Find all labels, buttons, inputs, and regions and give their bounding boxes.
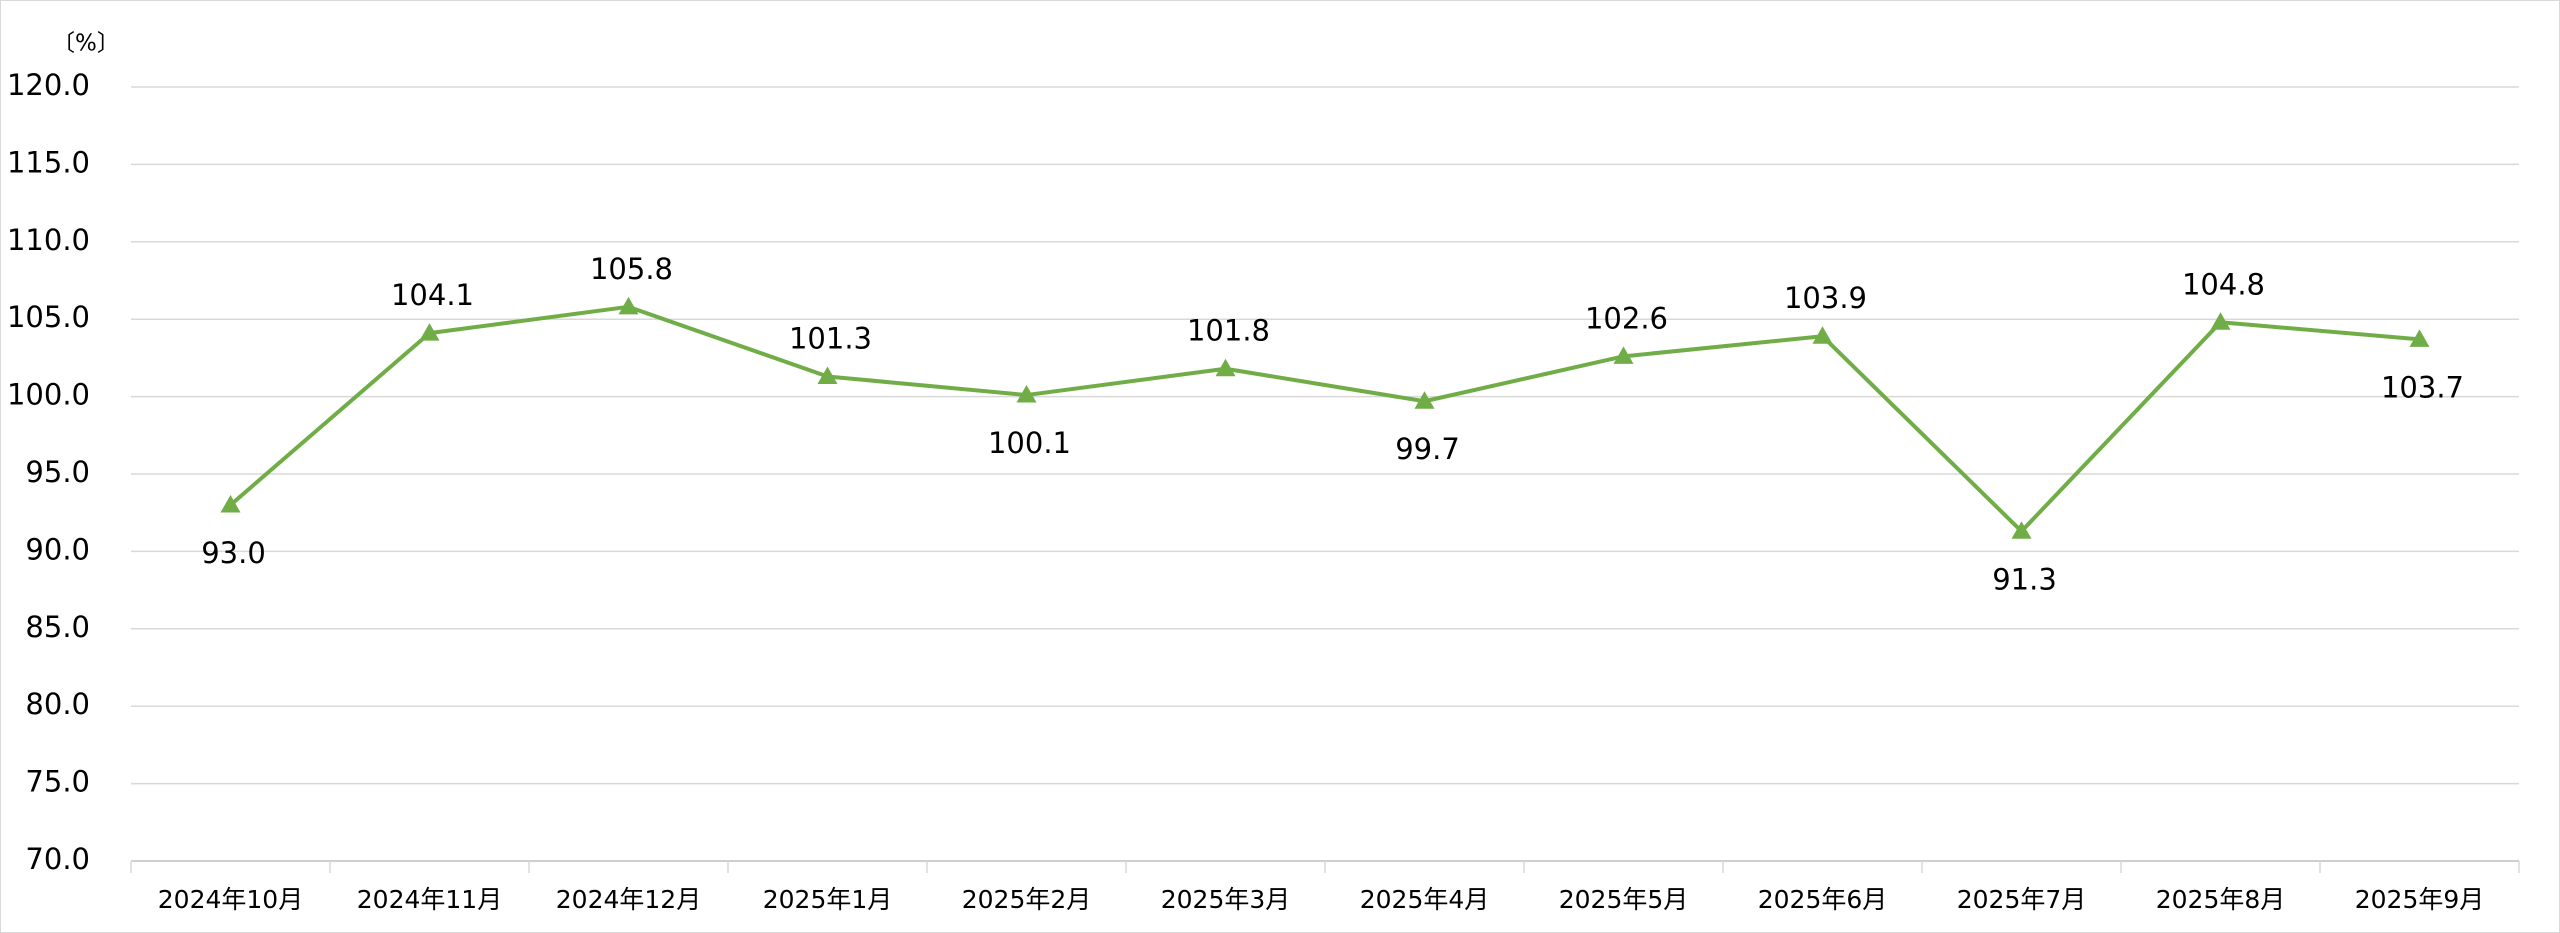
marker (2210, 312, 2231, 330)
x-tick-label: 2024年11月 (357, 885, 502, 914)
value-label: 99.7 (1395, 432, 1460, 466)
marker (1414, 391, 1435, 409)
y-tick-label: 115.0 (7, 145, 90, 179)
x-tick-label: 2025年3月 (1161, 885, 1291, 914)
y-tick-label: 70.0 (25, 842, 90, 876)
marker (817, 366, 838, 384)
y-tick-label: 95.0 (25, 455, 90, 489)
x-tick-label: 2025年6月 (1758, 885, 1888, 914)
marker (419, 323, 440, 341)
y-tick-label: 100.0 (7, 378, 90, 412)
marker (618, 296, 639, 315)
value-label: 91.3 (1992, 562, 2057, 596)
value-label: 103.9 (1784, 281, 1867, 315)
x-tick-label: 2025年8月 (2156, 885, 2286, 914)
value-label: 102.6 (1585, 301, 1668, 335)
value-label: 101.8 (1187, 314, 1270, 348)
marker (2011, 521, 2032, 539)
value-label: 101.3 (789, 321, 872, 355)
line (229, 304, 2420, 534)
value-label: 103.7 (2381, 370, 2464, 404)
x-tick-label: 2024年12月 (556, 885, 701, 914)
x-tick-label: 2025年1月 (763, 885, 893, 914)
marker (2409, 329, 2430, 347)
marker (220, 494, 241, 513)
marker (1613, 346, 1634, 364)
x-tick-label: 2025年7月 (1957, 885, 2087, 914)
value-label: 93.0 (201, 536, 266, 570)
marker (1215, 358, 1236, 377)
y-unit: 〔%〕 (52, 31, 120, 57)
value-label: 105.8 (590, 252, 673, 286)
value-label: 104.8 (2182, 267, 2265, 301)
x-tick-label: 2024年10月 (158, 885, 303, 914)
y-tick-label: 85.0 (25, 610, 90, 644)
x-tick-label: 2025年4月 (1360, 885, 1490, 914)
x-tick-label: 2025年5月 (1559, 885, 1689, 914)
x-tick-label: 2025年9月 (2355, 885, 2485, 914)
x-tick-label: 2025年2月 (962, 885, 1092, 914)
marker (1812, 326, 1833, 344)
y-tick-label: 80.0 (25, 687, 90, 721)
value-label: 104.1 (391, 278, 474, 312)
y-tick-label: 90.0 (25, 532, 90, 566)
value-label: 100.1 (988, 426, 1071, 460)
marker (1016, 385, 1037, 403)
y-tick-label: 120.0 (7, 68, 90, 102)
y-tick-label: 110.0 (7, 223, 90, 257)
y-tick-label: 75.0 (25, 765, 90, 799)
y-tick-label: 105.0 (7, 300, 90, 334)
